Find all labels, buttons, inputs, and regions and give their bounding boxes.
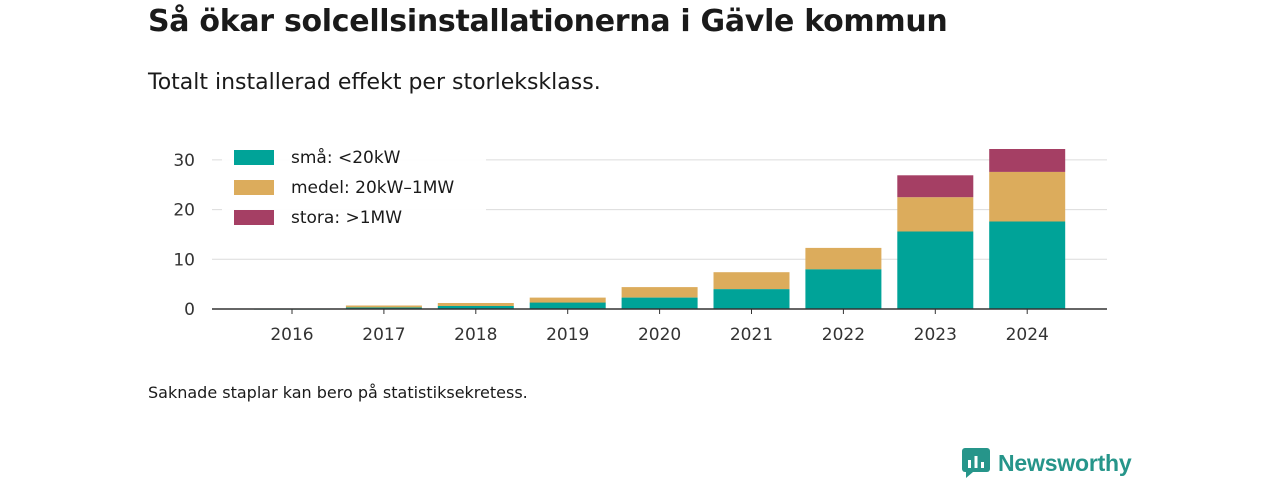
y-tick-label: 20 [173, 201, 195, 221]
legend-label: medel: 20kW–1MW [291, 178, 454, 198]
bar-2023-series-0 [897, 231, 974, 309]
x-tick-label-2016: 2016 [270, 325, 313, 345]
bar-2019-series-1 [529, 297, 606, 303]
bar-2017-series-1 [345, 305, 422, 308]
newsworthy-logo-icon [962, 448, 990, 478]
bar-2022-series-0 [805, 269, 882, 309]
footnote: Saknade staplar kan bero på statistiksek… [148, 383, 528, 402]
bar-2023-series-1 [897, 197, 974, 232]
bar-2020-series-1 [621, 287, 698, 298]
bar-2024-series-0 [989, 221, 1066, 309]
bar-chart: 0 10 20 30 2016 2017 2018 2019 2020 2021 2022 2023… [173, 141, 1107, 345]
bar-2022-series-1 [805, 247, 882, 270]
brand-logo: Newsworthy [962, 448, 1132, 478]
legend-label: små: <20kW [291, 147, 401, 168]
x-axis: 2016 2017 2018 2019 2020 2021 2022 2023 2024 [270, 309, 1049, 345]
chart-title: Så ökar solcellsinstallationerna i Gävle… [148, 4, 948, 39]
y-axis: 0 10 20 30 [173, 151, 195, 320]
x-tick-label-2019: 2019 [546, 325, 589, 345]
bar-2019-series-0 [529, 302, 606, 309]
y-tick-label: 30 [173, 151, 195, 171]
x-tick-label-2021: 2021 [730, 325, 773, 345]
bar-2023-series-2 [897, 175, 974, 198]
bar-2018-series-1 [437, 303, 514, 306]
bar-2018-series-0 [437, 306, 514, 309]
x-tick-label-2018: 2018 [454, 325, 497, 345]
bar-series [254, 149, 1066, 310]
y-tick-label: 10 [173, 250, 195, 270]
legend-label: stora: >1MW [291, 208, 402, 228]
x-tick-label-2024: 2024 [1006, 325, 1049, 345]
x-tick-label-2023: 2023 [914, 325, 957, 345]
bar-2024-series-1 [989, 171, 1066, 222]
chart-subtitle: Totalt installerad effekt per storlekskl… [148, 70, 601, 95]
y-tick-label: 0 [184, 300, 195, 320]
legend: små: <20kW medel: 20kW–1MW stora: >1MW [222, 141, 486, 237]
x-tick-label-2020: 2020 [638, 325, 681, 345]
brand-name: Newsworthy [998, 449, 1132, 476]
x-tick-label-2022: 2022 [822, 325, 865, 345]
bar-2020-series-0 [621, 297, 698, 309]
x-tick-label-2017: 2017 [362, 325, 405, 345]
legend-swatch [234, 180, 274, 195]
bar-2021-series-1 [713, 272, 790, 290]
legend-swatch [234, 210, 274, 225]
bar-2021-series-0 [713, 289, 790, 309]
bar-2024-series-2 [989, 149, 1066, 172]
legend-swatch [234, 150, 274, 165]
